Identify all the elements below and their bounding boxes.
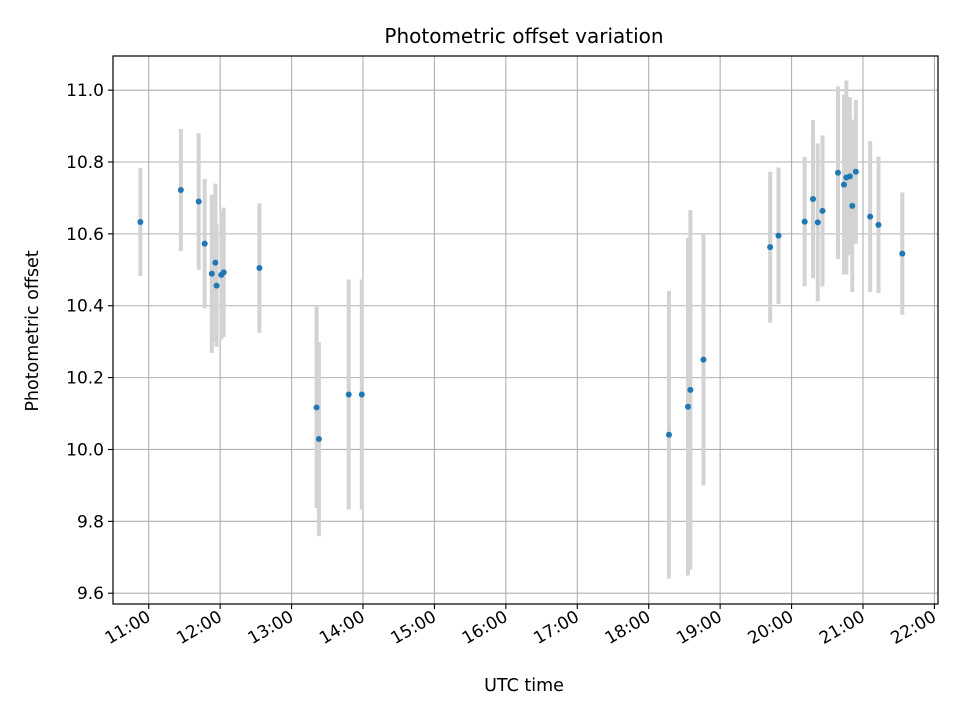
- data-point: [345, 391, 352, 398]
- data-point: [208, 270, 215, 277]
- error-bars: [138, 80, 905, 579]
- data-point: [313, 404, 320, 411]
- x-tick-label: 16:00: [459, 607, 511, 649]
- x-tick-label: 18:00: [602, 607, 654, 649]
- y-tick-label: 9.8: [77, 512, 104, 532]
- plot-frame: [112, 55, 939, 605]
- y-tick-label: 10.8: [66, 153, 104, 173]
- x-tick-label: 14:00: [316, 607, 368, 649]
- data-point: [212, 259, 219, 266]
- data-point: [835, 169, 841, 176]
- y-axis-ticks: 9.6 9.8 10.0 10.2 10.4 10.6 10.8 11.0: [66, 81, 113, 604]
- grid-lines: [113, 56, 938, 604]
- data-point: [256, 265, 263, 272]
- data-point: [700, 356, 707, 363]
- x-tick-label: 21:00: [816, 607, 868, 649]
- data-point: [849, 202, 856, 209]
- data-point: [195, 198, 202, 205]
- data-point: [358, 391, 365, 398]
- data-point: [846, 173, 853, 180]
- data-point: [775, 232, 782, 239]
- y-tick-label: 9.6: [77, 584, 104, 604]
- data-point: [810, 196, 816, 203]
- x-tick-label: 20:00: [745, 607, 797, 649]
- y-tick-label: 11.0: [66, 81, 104, 101]
- y-tick-label: 10.4: [66, 297, 104, 317]
- x-tick-label: 11:00: [102, 607, 154, 649]
- x-tick-label: 15:00: [387, 607, 439, 649]
- data-point: [201, 240, 208, 247]
- x-tick-label: 22:00: [887, 607, 939, 649]
- data-point: [819, 207, 826, 214]
- data-points: [137, 168, 906, 443]
- data-point: [840, 181, 847, 188]
- data-point: [685, 403, 691, 410]
- y-tick-label: 10.2: [66, 369, 104, 389]
- data-point: [665, 431, 672, 438]
- x-axis-ticks: 11:00 12:00 13:00 14:00 15:00 16:00 17:00 18:00…: [102, 604, 940, 649]
- data-point: [867, 213, 874, 220]
- y-tick-label: 10.0: [66, 440, 104, 460]
- data-point: [687, 386, 694, 393]
- x-tick-label: 17:00: [530, 607, 582, 649]
- chart-title: Photometric offset variation: [384, 24, 663, 48]
- data-point: [852, 168, 859, 175]
- y-axis-label: Photometric offset: [23, 250, 43, 411]
- data-point: [801, 218, 808, 225]
- data-point: [767, 244, 774, 251]
- data-point: [137, 219, 144, 226]
- x-tick-label: 19:00: [673, 607, 725, 649]
- data-point: [220, 269, 227, 276]
- data-point: [315, 436, 322, 443]
- data-point: [177, 187, 184, 194]
- y-tick-label: 10.6: [66, 225, 104, 245]
- x-tick-label: 12:00: [173, 607, 225, 649]
- x-tick-label: 13:00: [245, 607, 297, 649]
- data-point: [899, 250, 906, 257]
- data-point: [875, 221, 882, 228]
- data-point: [814, 219, 821, 226]
- x-axis-label: UTC time: [484, 676, 564, 696]
- data-point: [213, 282, 220, 289]
